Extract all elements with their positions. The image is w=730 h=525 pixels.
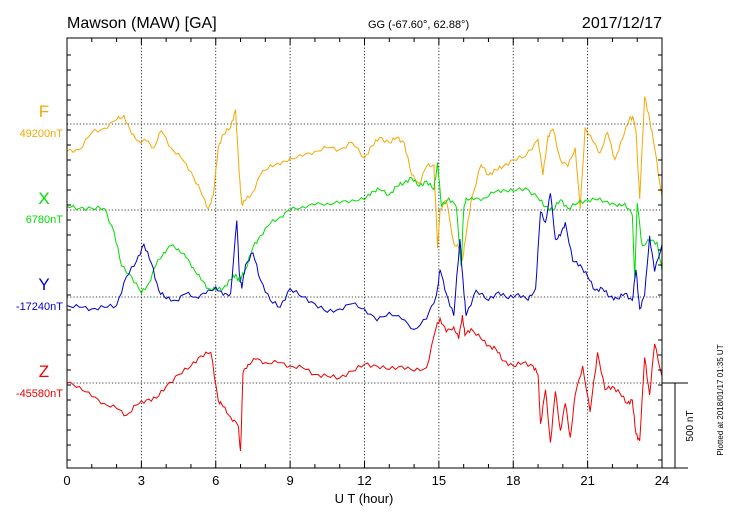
plotted-timestamp: Plotted at 2018/01/17 01:35 UT bbox=[716, 344, 725, 455]
series-baseline-f: 49200nT bbox=[20, 128, 64, 140]
series-labels: F 49200nT X 6780nT Y -17240nT Z -45580nT bbox=[16, 102, 63, 400]
x-tick-label: 18 bbox=[506, 473, 520, 488]
x-axis-label: U T (hour) bbox=[335, 491, 394, 506]
x-tick-label: 6 bbox=[212, 473, 219, 488]
x-tick-label: 3 bbox=[138, 473, 145, 488]
grid-layer bbox=[67, 38, 662, 468]
series-layer bbox=[66, 96, 663, 452]
station-title: Mawson (MAW) [GA] bbox=[67, 15, 217, 32]
scale-bar-label: 500 nT bbox=[685, 410, 696, 441]
x-tick-label: 0 bbox=[63, 473, 70, 488]
x-tick-label: 15 bbox=[432, 473, 446, 488]
chart-date: 2017/12/17 bbox=[582, 15, 662, 32]
series-name-f: F bbox=[39, 102, 49, 121]
series-line-y bbox=[66, 193, 663, 330]
series-name-y: Y bbox=[38, 275, 49, 294]
x-tick-label: 24 bbox=[655, 473, 669, 488]
station-coords: GG (-67.60°, 62.88°) bbox=[368, 19, 469, 31]
scale-bar: 500 nT bbox=[662, 382, 696, 469]
series-name-z: Z bbox=[39, 362, 49, 381]
x-tick-label: 9 bbox=[287, 473, 294, 488]
series-name-x: X bbox=[38, 189, 49, 208]
series-baseline-y: -17240nT bbox=[16, 301, 63, 313]
plot-frame bbox=[66, 37, 663, 469]
series-line-z bbox=[66, 314, 663, 452]
series-baseline-x: 6780nT bbox=[26, 214, 64, 226]
series-line-f bbox=[66, 96, 663, 261]
x-axis: 0 3 6 9 12 15 18 21 24 bbox=[63, 38, 669, 488]
series-baseline-z: -45580nT bbox=[16, 388, 63, 400]
x-tick-label: 21 bbox=[580, 473, 594, 488]
x-tick-label: 12 bbox=[357, 473, 371, 488]
series-line-x bbox=[66, 162, 663, 295]
